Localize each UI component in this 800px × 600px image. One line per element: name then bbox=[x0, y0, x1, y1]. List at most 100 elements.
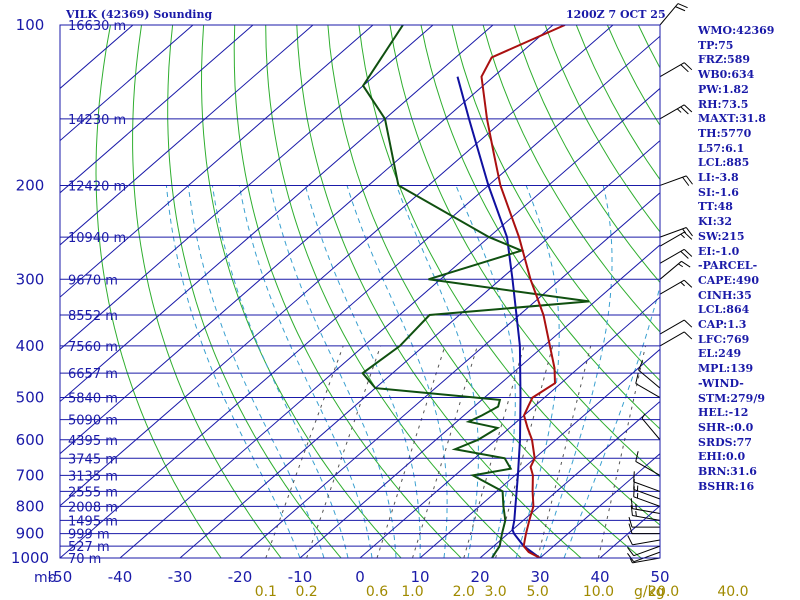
height-label: 12420 m bbox=[68, 179, 126, 194]
wind-barb-flag bbox=[685, 227, 693, 237]
mixing-ratio-line bbox=[537, 345, 592, 558]
sounding-datetime: 1200Z 7 OCT 25 bbox=[566, 8, 666, 21]
wind-barb-flag bbox=[628, 523, 633, 534]
height-label: 527 m bbox=[68, 540, 110, 555]
wind-barb-flag bbox=[630, 505, 633, 516]
wind-barb-half-flag bbox=[635, 510, 637, 517]
mixing-ratio-label: 0.1 bbox=[255, 584, 277, 600]
isotherm bbox=[179, 139, 660, 558]
temperature-tick-label: -50 bbox=[48, 568, 73, 586]
mixing-ratio-line bbox=[376, 345, 446, 558]
pressure-tick-label: 500 bbox=[16, 389, 45, 407]
pressure-unit-label: mb bbox=[34, 570, 57, 586]
index-item: PW:1.82 bbox=[698, 82, 749, 96]
wind-barb bbox=[627, 535, 661, 546]
index-item: CAP:1.3 bbox=[698, 318, 747, 332]
wind-barb-flag bbox=[635, 373, 639, 384]
index-item: EI:-1.0 bbox=[698, 244, 740, 258]
wind-barb-half-flag bbox=[678, 263, 684, 268]
mixing-ratio-line bbox=[412, 345, 478, 558]
wind-barb-staff bbox=[638, 369, 661, 389]
dry-adiabat bbox=[132, 25, 282, 558]
height-label: 7560 m bbox=[68, 340, 118, 355]
wind-barb-staff bbox=[633, 481, 661, 492]
wind-barb-staff bbox=[659, 279, 685, 295]
height-label: 70 m bbox=[68, 552, 101, 567]
temperature-tick-label: -10 bbox=[288, 568, 313, 586]
wind-barb-half-flag bbox=[629, 557, 633, 564]
height-label: 3135 m bbox=[68, 469, 118, 484]
wind-barb bbox=[659, 175, 693, 186]
isotherm bbox=[239, 192, 660, 558]
dry-adiabat bbox=[358, 25, 660, 526]
wind-barb bbox=[659, 104, 693, 120]
height-label: 6657 m bbox=[68, 367, 118, 382]
index-item: CAPE:490 bbox=[698, 273, 759, 287]
wind-barb-flag bbox=[680, 64, 689, 73]
index-item: LCL:885 bbox=[698, 156, 750, 170]
moist-adiabat bbox=[563, 284, 660, 558]
wind-barb-flag bbox=[635, 451, 639, 462]
moist-adiabat bbox=[346, 185, 448, 558]
wind-barb-staff bbox=[659, 175, 687, 186]
isotherm bbox=[60, 25, 254, 194]
parcel-trace bbox=[456, 76, 541, 558]
wind-barb bbox=[633, 471, 661, 492]
temperature-trace bbox=[480, 25, 566, 558]
wind-barb-staff bbox=[659, 331, 685, 347]
wind-barb-half-flag bbox=[680, 281, 685, 287]
index-item: LFC:769 bbox=[698, 332, 750, 346]
wind-barb-staff bbox=[632, 557, 661, 564]
dry-adiabat bbox=[265, 25, 522, 558]
wind-barb-half-flag bbox=[641, 413, 646, 419]
wind-barb bbox=[659, 260, 691, 280]
index-item: BRN:31.6 bbox=[698, 465, 757, 479]
wind-barb-flag bbox=[683, 248, 693, 257]
height-label: 2555 m bbox=[68, 485, 118, 500]
index-item: -WIND- bbox=[698, 376, 744, 390]
pressure-tick-label: 400 bbox=[16, 337, 45, 355]
wind-barb-flag bbox=[683, 62, 693, 71]
isotherm bbox=[60, 25, 494, 403]
dewpoint-trace bbox=[361, 25, 590, 558]
pressure-tick-label: 200 bbox=[16, 176, 45, 194]
wind-barb-flag bbox=[628, 516, 633, 528]
wind-barb bbox=[630, 505, 661, 521]
pressure-tick-label: 600 bbox=[16, 431, 45, 449]
index-item: -PARCEL- bbox=[698, 259, 758, 273]
height-label: 5090 m bbox=[68, 414, 118, 429]
wind-barb bbox=[659, 319, 693, 335]
isotherm bbox=[60, 25, 554, 455]
wind-barb bbox=[659, 248, 693, 264]
height-label: 9670 m bbox=[68, 273, 118, 288]
isotherm bbox=[419, 348, 660, 558]
wind-barb-staff bbox=[659, 248, 685, 264]
dry-adiabat bbox=[167, 25, 342, 558]
index-item: TT:48 bbox=[698, 200, 733, 214]
temperature-tick-label: 0 bbox=[355, 568, 365, 586]
index-item: WMO:42369 bbox=[698, 24, 775, 37]
wind-barb bbox=[628, 516, 660, 528]
pressure-tick-label: 100 bbox=[16, 16, 45, 34]
mixing-ratio-line bbox=[265, 345, 344, 558]
pressure-tick-label: 300 bbox=[16, 270, 45, 288]
index-item: HEL:-12 bbox=[698, 406, 749, 420]
wind-barb bbox=[635, 373, 661, 398]
wind-barb-flag bbox=[683, 231, 693, 240]
temperature-tick-label: 20 bbox=[470, 568, 489, 586]
index-item: CINH:35 bbox=[698, 288, 752, 302]
index-item: MPL:139 bbox=[698, 362, 754, 376]
mixing-ratio-label: 0.6 bbox=[366, 584, 388, 600]
wind-barb bbox=[641, 413, 661, 441]
wind-barb bbox=[635, 451, 661, 476]
pressure-tick-label: 800 bbox=[16, 497, 45, 515]
isotherm bbox=[60, 25, 374, 298]
wind-barb-flag bbox=[638, 360, 644, 371]
index-item: SW:215 bbox=[698, 229, 745, 243]
wind-barb-staff bbox=[659, 62, 685, 78]
wind-barb bbox=[659, 3, 688, 26]
moist-adiabat bbox=[304, 185, 421, 558]
index-item: SHR-:0.0 bbox=[698, 420, 754, 434]
wind-barb-flag bbox=[683, 104, 693, 113]
